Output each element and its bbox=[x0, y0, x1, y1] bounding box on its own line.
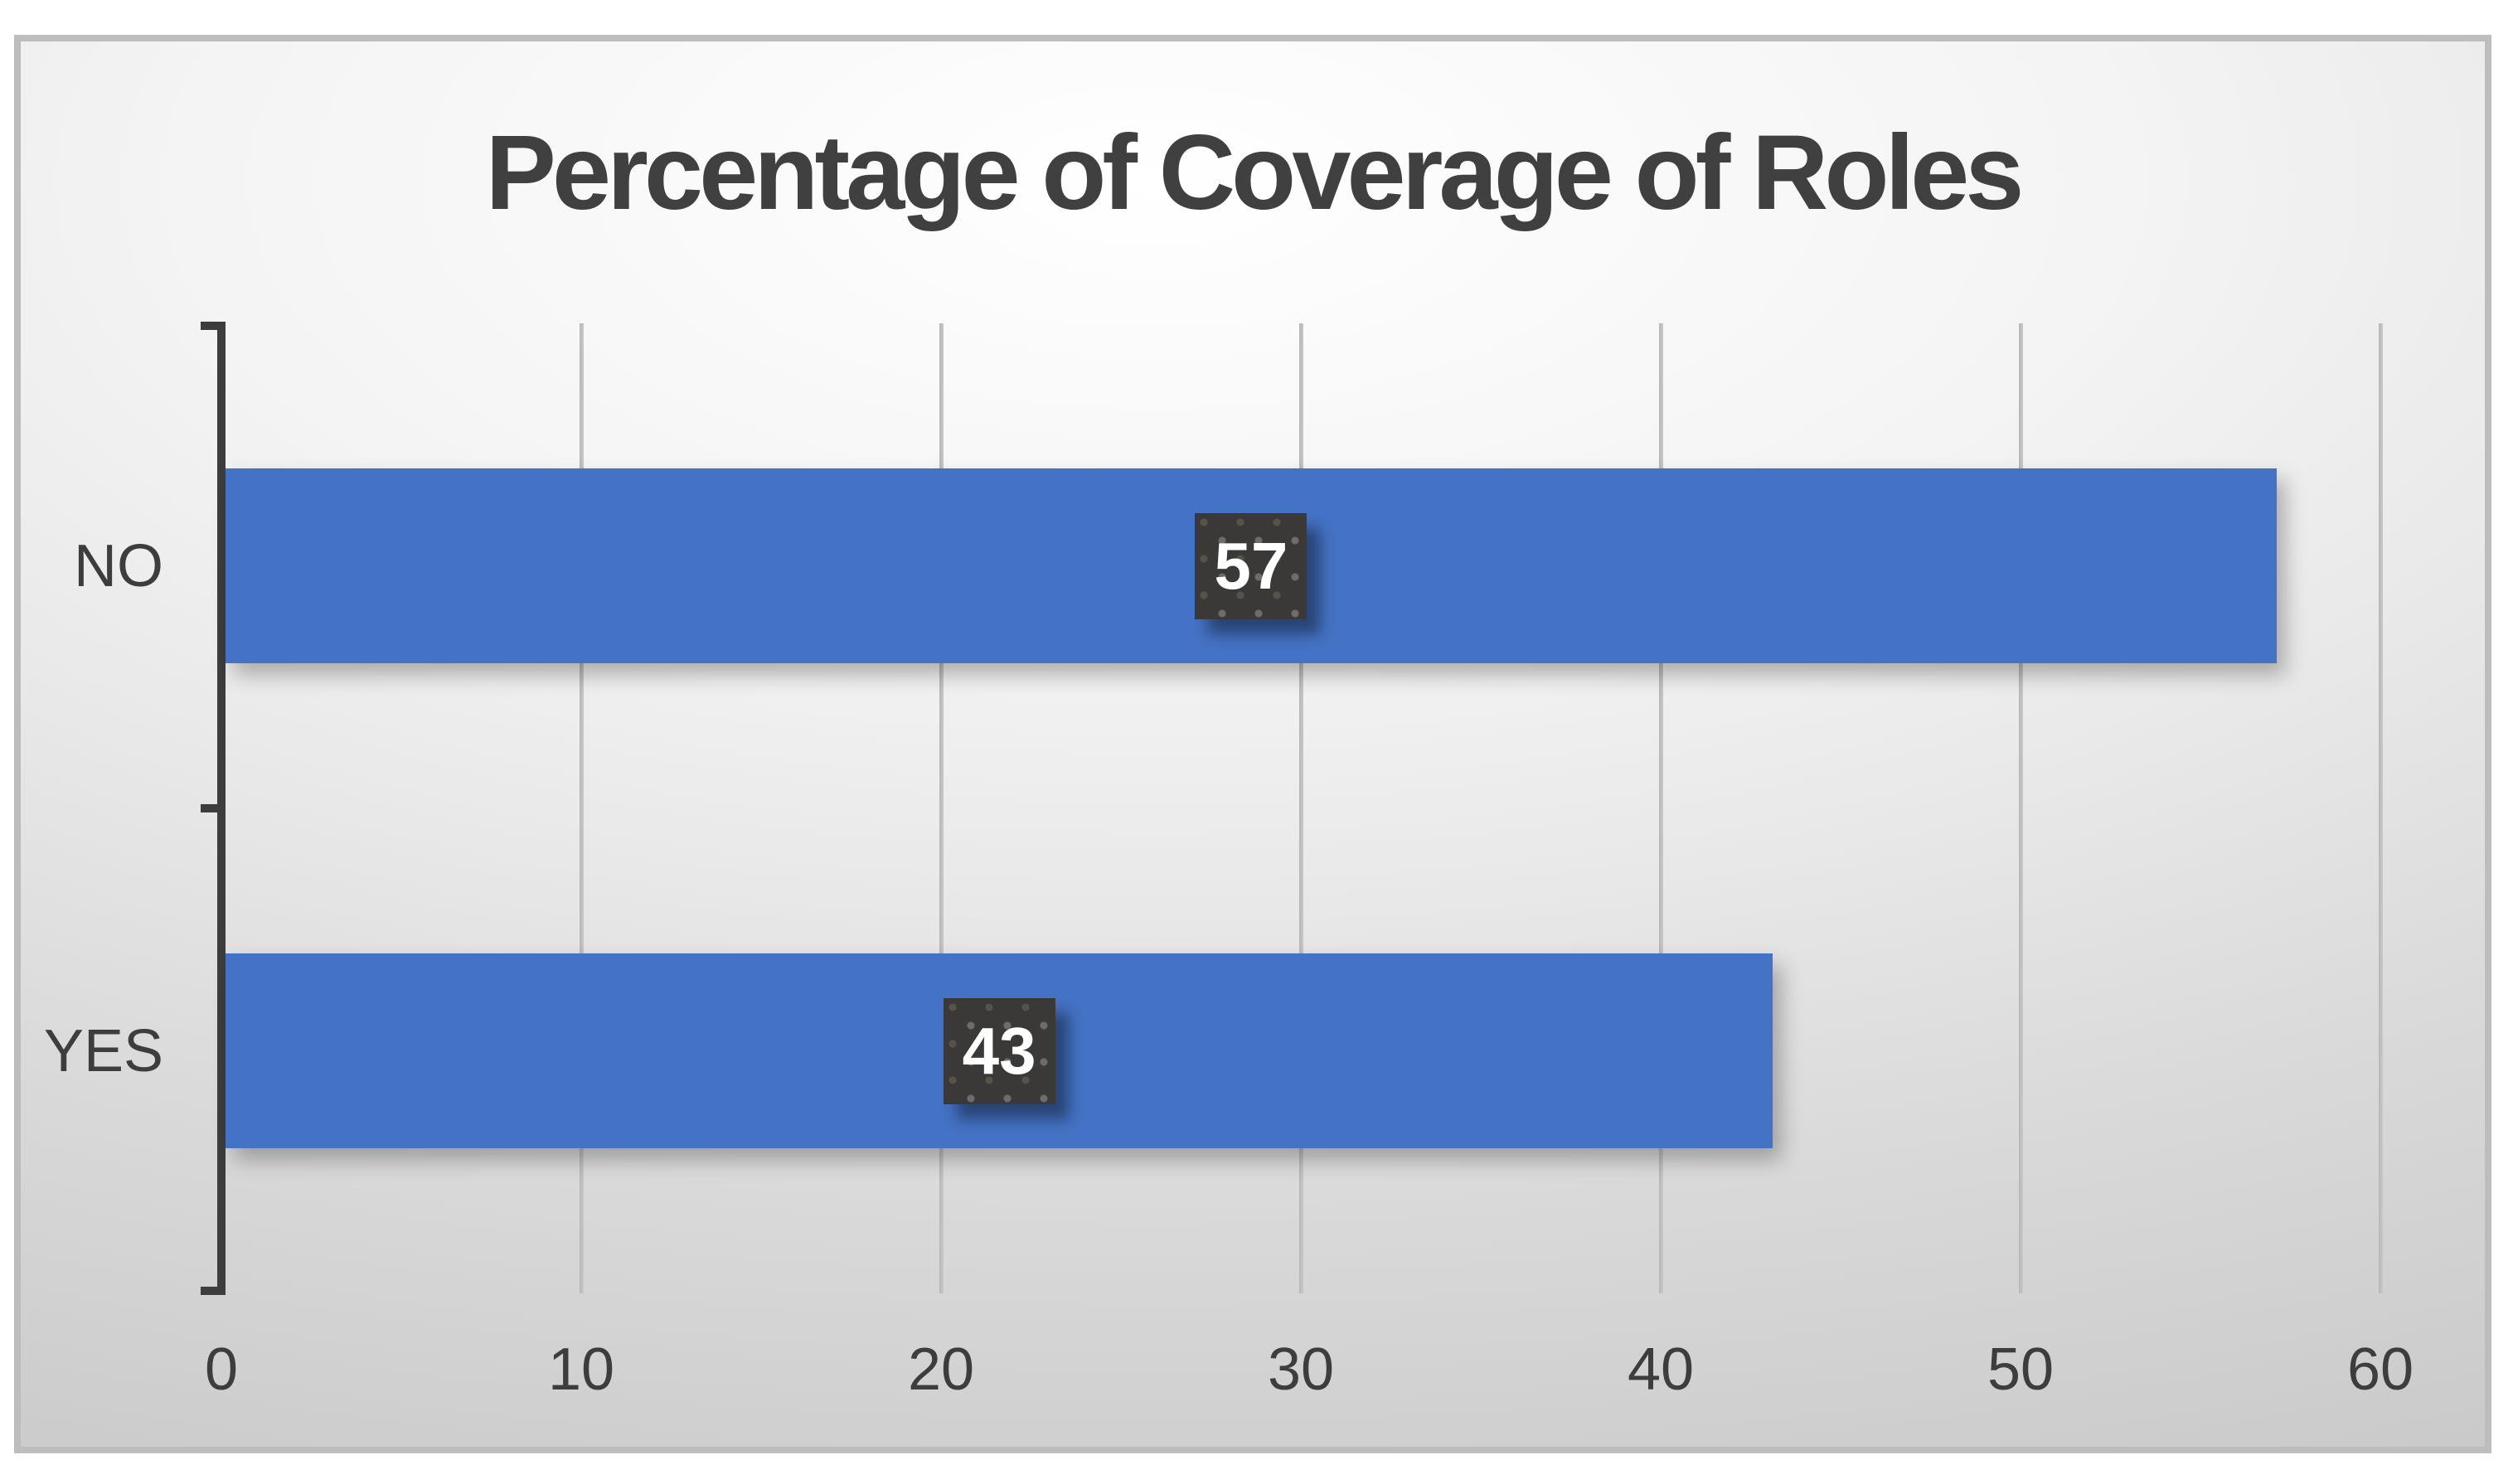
y-axis-tick bbox=[201, 804, 226, 812]
x-tick-label-20: 20 bbox=[907, 1336, 975, 1403]
gridline-10 bbox=[579, 323, 584, 1293]
data-label-yes: 43 bbox=[943, 997, 1055, 1104]
gridline-40 bbox=[1658, 323, 1663, 1293]
bar-chart: Percentage of Coverage of Roles NO 57 YES 4… bbox=[14, 35, 2491, 1453]
category-label-no: NO bbox=[74, 532, 163, 599]
data-label-no: 57 bbox=[1195, 512, 1308, 619]
chart-title: Percentage of Coverage of Roles bbox=[485, 114, 2025, 232]
gridline-60 bbox=[2378, 323, 2383, 1293]
gridline-20 bbox=[939, 323, 944, 1293]
x-tick-label-10: 10 bbox=[547, 1336, 615, 1403]
x-tick-label-60: 60 bbox=[2346, 1336, 2414, 1403]
x-tick-label-0: 0 bbox=[204, 1336, 239, 1403]
y-axis-tick bbox=[201, 1287, 226, 1295]
y-axis-tick bbox=[201, 322, 226, 330]
category-label-yes: YES bbox=[43, 1017, 163, 1084]
gridline-50 bbox=[2018, 323, 2023, 1293]
x-tick-label-30: 30 bbox=[1267, 1336, 1335, 1403]
x-tick-label-50: 50 bbox=[1987, 1336, 2055, 1403]
gridline-30 bbox=[1298, 323, 1303, 1293]
plot-area: NO 57 YES 43 0 10 20 30 40 50 60 bbox=[21, 41, 2485, 1447]
x-tick-label-40: 40 bbox=[1627, 1336, 1695, 1403]
